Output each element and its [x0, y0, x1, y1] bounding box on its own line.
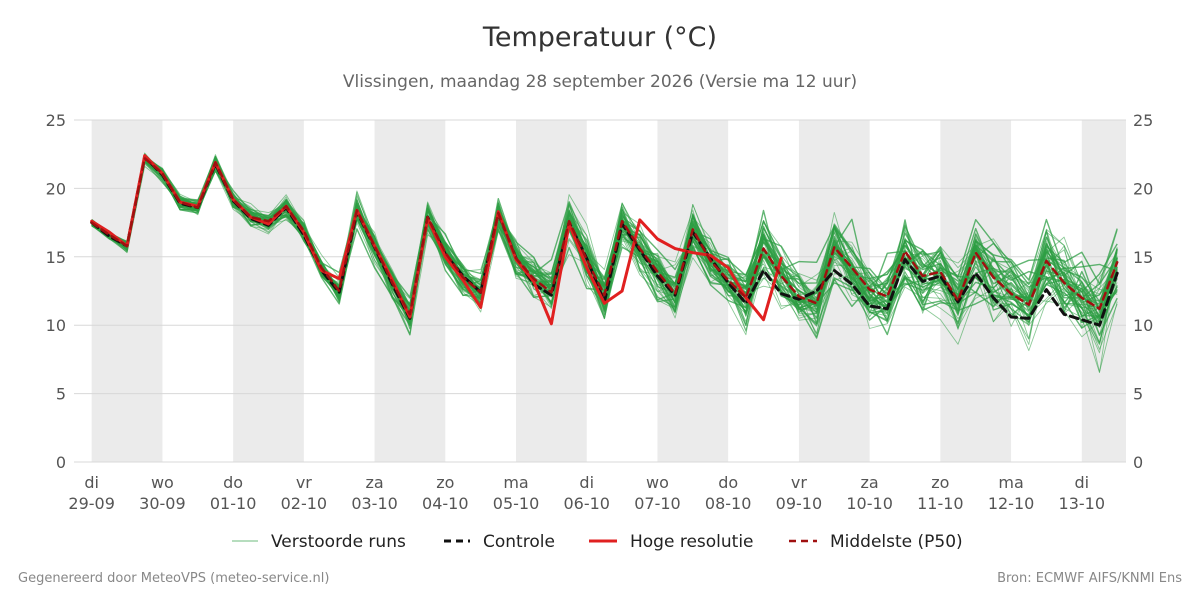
shaded-band-0: [91, 120, 163, 462]
series-line-middelste-p50-: [90, 157, 1119, 316]
x-tick-date-04-10: 04-10: [422, 494, 469, 513]
x-tick-day-04-10: zo: [436, 473, 454, 492]
x-tick-day-03-10: za: [365, 473, 383, 492]
x-tick-day-09-10: vr: [791, 473, 807, 492]
x-tick-date-03-10: 03-10: [351, 494, 398, 513]
y-tick-right-5: 5: [1133, 385, 1143, 404]
x-tick-day-12-10: ma: [998, 473, 1023, 492]
x-axis-labels: di 29-09 wo 30-09 do 01-10 vr 02-10 za 03-10 zo 04-…: [68, 473, 1105, 513]
x-tick-day-02-10: vr: [296, 473, 312, 492]
x-tick-date-02-10: 02-10: [281, 494, 328, 513]
x-tick-date-09-10: 09-10: [776, 494, 823, 513]
y-tick-left-0: 0: [56, 453, 66, 472]
x-tick-date-10-10: 10-10: [846, 494, 893, 513]
x-tick-day-05-10: ma: [503, 473, 528, 492]
y-tick-left-25: 25: [46, 111, 66, 130]
y-tick-left-10: 10: [46, 316, 66, 335]
legend-label-3: Middelste (P50): [830, 532, 963, 552]
legend-label-0: Verstoorde runs: [271, 532, 406, 552]
x-tick-date-11-10: 11-10: [917, 494, 964, 513]
x-tick-day-01-10: do: [223, 473, 243, 492]
y-tick-right-25: 25: [1133, 111, 1153, 130]
x-tick-date-13-10: 13-10: [1059, 494, 1106, 513]
grid-lines: [74, 119, 1126, 463]
x-tick-date-29-09: 29-09: [68, 494, 115, 513]
y-tick-left-15: 15: [46, 248, 66, 267]
x-tick-day-08-10: do: [718, 473, 738, 492]
legend: Verstoorde runs Controle Hoge resolutie Mid…: [232, 532, 963, 552]
x-tick-day-13-10: di: [1074, 473, 1089, 492]
x-tick-day-11-10: zo: [931, 473, 949, 492]
y-tick-left-5: 5: [56, 385, 66, 404]
y-tick-right-0: 0: [1133, 453, 1143, 472]
x-tick-date-30-09: 30-09: [139, 494, 186, 513]
x-tick-date-05-10: 05-10: [493, 494, 540, 513]
main-series: [90, 154, 1119, 327]
chart-title: Temperatuur (°C): [482, 22, 718, 53]
night-bands: [91, 120, 1126, 462]
y-tick-right-15: 15: [1133, 248, 1153, 267]
shaded-band-1: [233, 120, 304, 462]
x-tick-date-07-10: 07-10: [634, 494, 681, 513]
x-tick-date-01-10: 01-10: [210, 494, 257, 513]
x-tick-day-30-09: wo: [151, 473, 174, 492]
ensemble-member-line: [91, 155, 1118, 322]
legend-label-2: Hoge resolutie: [630, 532, 754, 552]
x-tick-date-06-10: 06-10: [563, 494, 610, 513]
x-tick-date-12-10: 12-10: [988, 494, 1035, 513]
y-tick-right-10: 10: [1133, 316, 1153, 335]
x-tick-day-06-10: di: [579, 473, 594, 492]
y-axis-labels: 0 0 5 5 10 10 15 15 20 20 25 25: [46, 111, 1154, 472]
x-tick-day-29-09: di: [84, 473, 99, 492]
y-tick-right-20: 20: [1133, 179, 1153, 198]
x-tick-day-07-10: wo: [646, 473, 669, 492]
legend-label-1: Controle: [483, 532, 555, 552]
y-tick-left-20: 20: [46, 179, 66, 198]
chart-subtitle: Vlissingen, maandag 28 september 2026 (V…: [342, 72, 858, 92]
footer-source: Bron: ECMWF AIFS/KNMI Ens: [997, 571, 1182, 586]
x-tick-date-08-10: 08-10: [705, 494, 752, 513]
x-tick-day-10-10: za: [861, 473, 879, 492]
shaded-band-2: [374, 120, 446, 462]
footer-generated: Gegenereerd door MeteoVPS (meteo-service…: [18, 571, 330, 586]
